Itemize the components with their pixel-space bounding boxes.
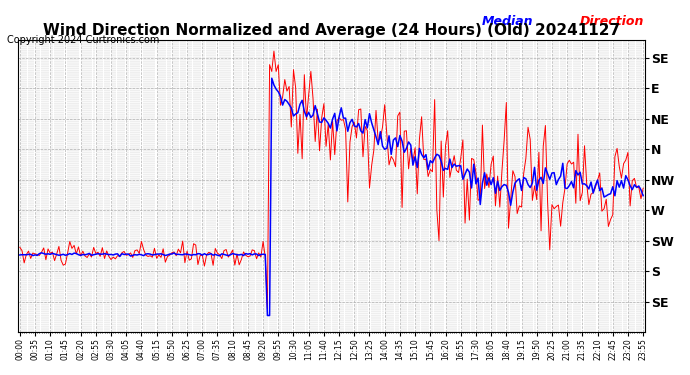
Title: Wind Direction Normalized and Average (24 Hours) (Old) 20241127: Wind Direction Normalized and Average (2… bbox=[43, 23, 620, 38]
Text: Median: Median bbox=[482, 15, 533, 28]
Text: Direction: Direction bbox=[580, 15, 644, 28]
Text: Copyright 2024 Curtronics.com: Copyright 2024 Curtronics.com bbox=[7, 35, 159, 45]
